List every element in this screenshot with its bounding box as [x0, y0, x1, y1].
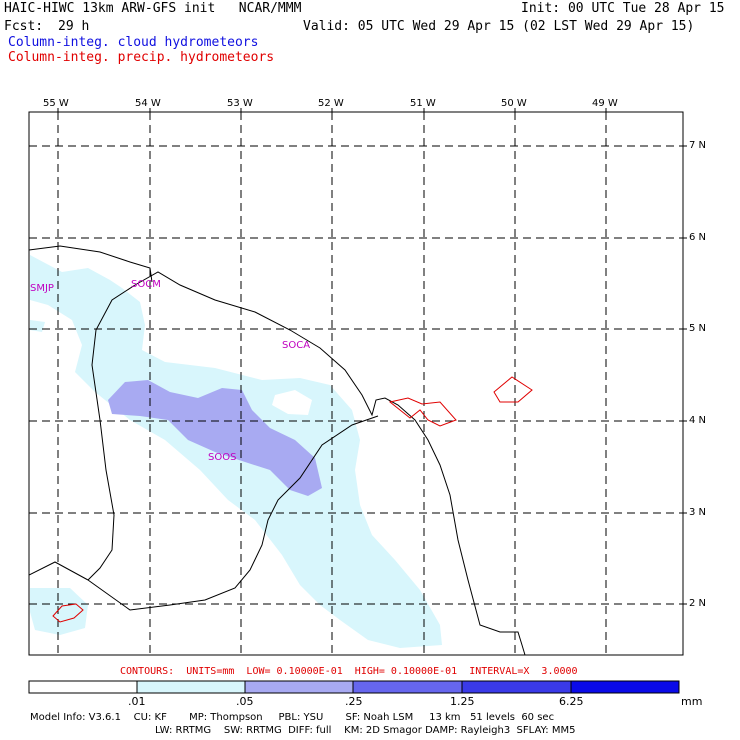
station-label-smjp: SMJP [30, 283, 54, 294]
init-time: Init: 00 UTC Tue 28 Apr 15 [521, 1, 725, 16]
lat-label-4n: 4 N [689, 415, 707, 426]
map-frame [28, 111, 684, 656]
lon-label-52w: 52 W [318, 98, 344, 109]
precip-contours [52, 376, 533, 623]
lon-label-50w: 50 W [501, 98, 527, 109]
lat-label-2n: 2 N [689, 598, 707, 609]
colorbar-bin-3 [352, 680, 463, 694]
cloud-area-mid [108, 380, 322, 496]
colorbar-units: mm [681, 695, 703, 708]
legend-precip: Column-integ. precip. hydrometeors [8, 50, 275, 65]
lat-label-3n: 3 N [689, 507, 707, 518]
lat-label-6n: 6 N [689, 232, 707, 243]
station-label-soca: SOCA [282, 340, 311, 351]
colorbar-label-4: 6.25 [559, 695, 584, 708]
lat-label-7n: 7 N [689, 140, 707, 151]
model-title: HAIC-HIWC 13km ARW-GFS init NCAR/MMM [4, 1, 302, 16]
lat-label-5n: 5 N [689, 323, 707, 334]
lon-label-51w: 51 W [410, 98, 436, 109]
graticule [29, 112, 683, 655]
colorbar-label-0: .01 [128, 695, 146, 708]
valid-time: Valid: 05 UTC Wed 29 Apr 15 (02 LST Wed … [303, 19, 695, 34]
lon-label-54w: 54 W [135, 98, 161, 109]
colorbar-bin-2 [244, 680, 354, 694]
legend-cloud: Column-integ. cloud hydrometeors [8, 35, 259, 50]
colorbar-bin-0 [28, 680, 138, 694]
contour-info: CONTOURS: UNITS=mm LOW= 0.10000E-01 HIGH… [120, 666, 578, 677]
lon-label-53w: 53 W [227, 98, 253, 109]
colorbar-bin-1 [136, 680, 246, 694]
colorbar-label-2: .25 [345, 695, 363, 708]
cloud-gap [272, 390, 312, 415]
map-ticks [57, 108, 687, 605]
station-label-soos: SOOS [208, 452, 237, 463]
model-info-line1: Model Info: V3.6.1 CU: KF MP: Thompson P… [30, 712, 555, 723]
cloud-area-light-2 [30, 320, 45, 332]
colorbar [28, 680, 680, 694]
colorbar-bin-4 [461, 680, 572, 694]
colorbar-bin-5 [570, 680, 680, 694]
station-label-socm: SOCM [131, 279, 161, 290]
colorbar-label-3: 1.25 [450, 695, 475, 708]
lon-label-49w: 49 W [592, 98, 618, 109]
cloud-area-light-3 [30, 588, 88, 635]
forecast-label: Fcst: [4, 19, 44, 34]
colorbar-label-1: .05 [236, 695, 254, 708]
forecast-hour: 29 h [58, 19, 90, 34]
model-info-line2: LW: RRTMG SW: RRTMG DIFF: full KM: 2D Sm… [155, 725, 576, 736]
lon-label-55w: 55 W [43, 98, 69, 109]
